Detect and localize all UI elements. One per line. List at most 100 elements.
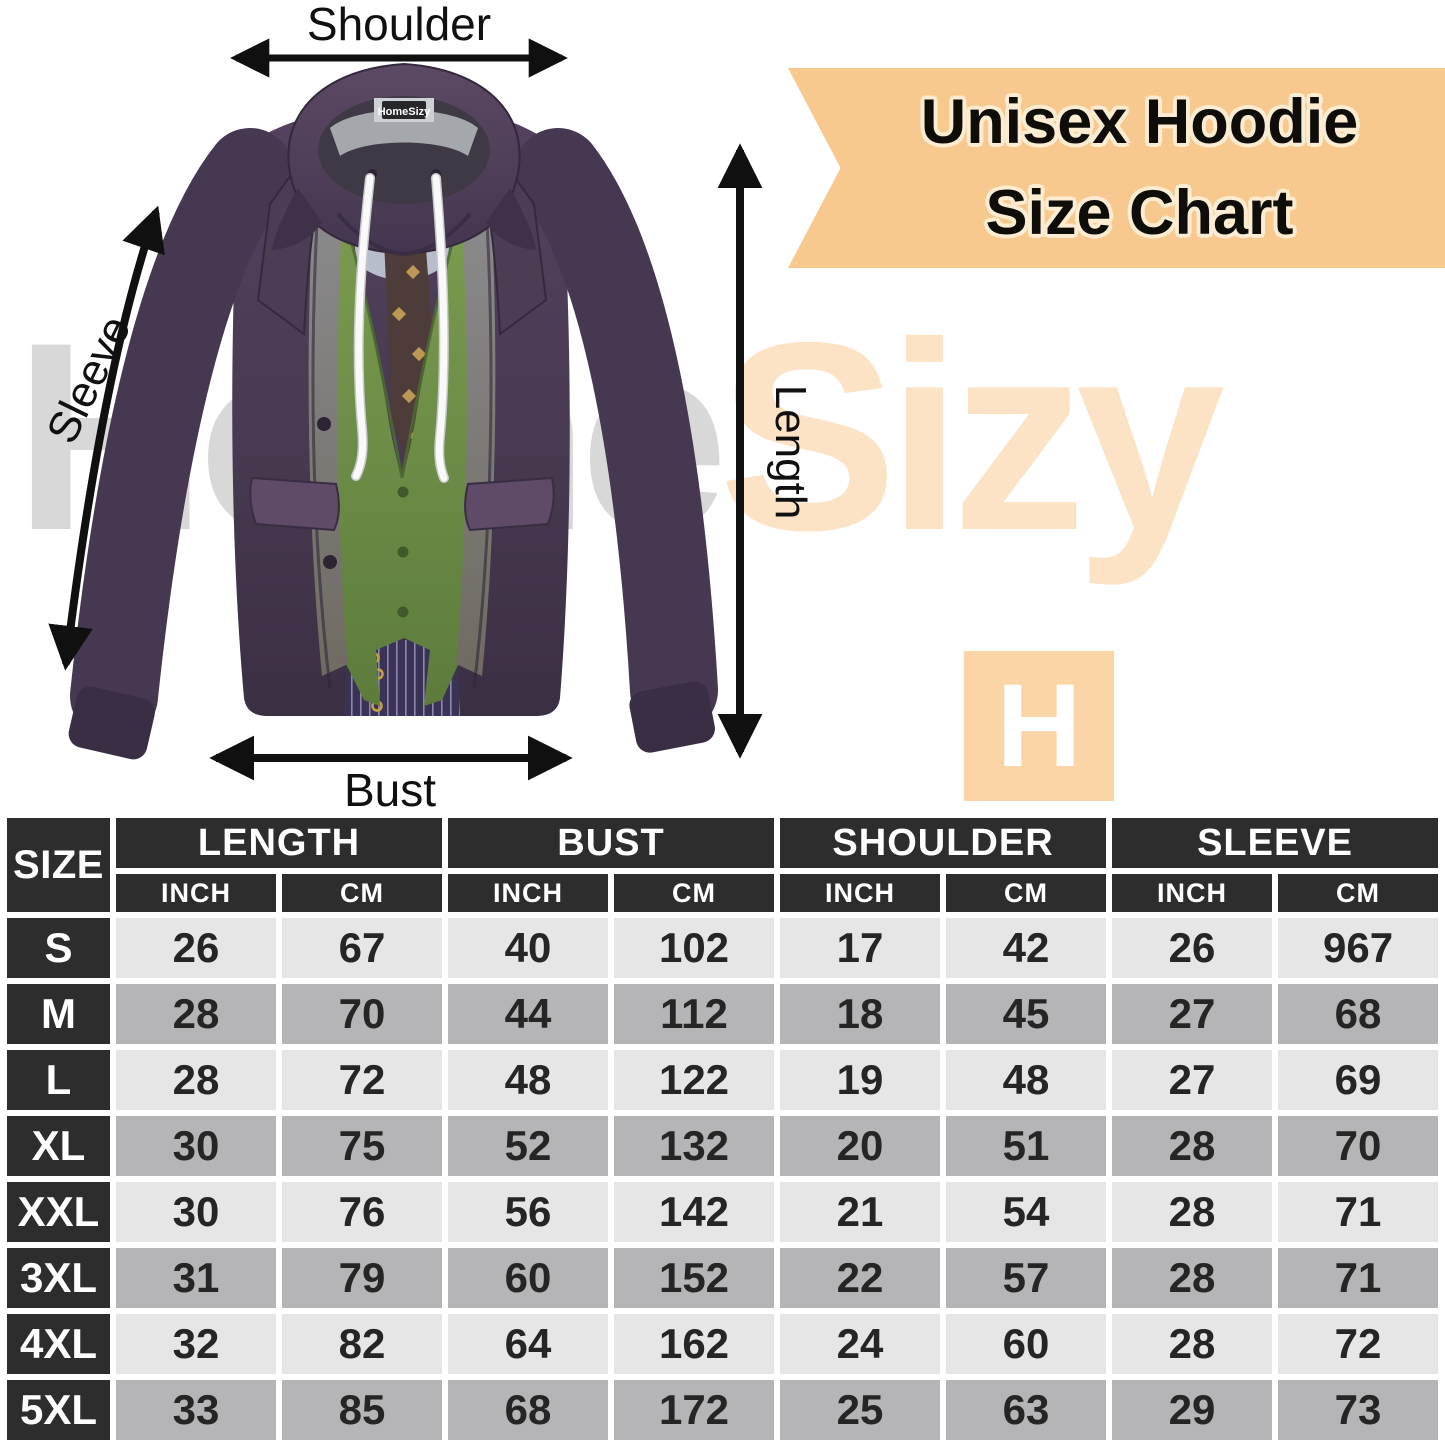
- hoodie-right-sleeve: [514, 128, 718, 734]
- collar-tag: [382, 101, 426, 119]
- measurement-cell: 48: [946, 1050, 1107, 1110]
- measurement-cell: 60: [448, 1248, 608, 1308]
- table-row: XXL 30 76 56 142 21 54 28 71: [7, 1182, 1439, 1242]
- measurement-cell: 64: [448, 1314, 608, 1374]
- measurement-cell: 25: [780, 1380, 941, 1440]
- length-label: Length: [766, 385, 810, 520]
- table-row: S 26 67 40 102 17 42 26 967: [7, 918, 1439, 978]
- right-pocket-flap: [464, 476, 555, 532]
- measurement-cell: 29: [1112, 1380, 1273, 1440]
- measurement-cell: 21: [780, 1182, 941, 1242]
- right-drawstring: [432, 174, 448, 482]
- measurement-cell: 17: [780, 918, 941, 978]
- hood: HomeSizy: [272, 62, 536, 256]
- banner-title-line2: Size Chart: [985, 178, 1294, 248]
- size-cell: M: [7, 984, 110, 1044]
- measurement-arrows: [48, 38, 763, 781]
- length-inch-header: INCH: [116, 874, 276, 912]
- measurement-cell: 67: [282, 918, 442, 978]
- size-cell: XXL: [7, 1182, 110, 1242]
- measurement-cell: 132: [614, 1116, 775, 1176]
- measurement-cell: 51: [946, 1116, 1107, 1176]
- measurement-cell: 27: [1112, 984, 1273, 1044]
- table-row: 4XL 32 82 64 162 24 60 28 72: [7, 1314, 1439, 1374]
- measurement-cell: 56: [448, 1182, 608, 1242]
- length-group-header: LENGTH: [116, 818, 442, 868]
- size-cell: 4XL: [7, 1314, 110, 1374]
- measurement-cell: 27: [1112, 1050, 1273, 1110]
- measurement-cell: 19: [780, 1050, 941, 1110]
- measurement-cell: 967: [1278, 918, 1439, 978]
- measurement-cell: 152: [614, 1248, 775, 1308]
- size-table: SIZE LENGTH BUST SHOULDER SLEEVE INCH CM…: [1, 812, 1444, 1445]
- drawstrings: [351, 173, 449, 483]
- measurement-cell: 71: [1278, 1182, 1439, 1242]
- measurement-cell: 70: [1278, 1116, 1439, 1176]
- length-cm-header: CM: [282, 874, 442, 912]
- inner-collar: [330, 110, 478, 156]
- shoulder-cm-header: CM: [946, 874, 1107, 912]
- measurement-cell: 70: [282, 984, 442, 1044]
- measurement-cell: 71: [1278, 1248, 1439, 1308]
- measurement-cell: 82: [282, 1314, 442, 1374]
- measurement-cell: 72: [1278, 1314, 1439, 1374]
- measurement-cell: 22: [780, 1248, 941, 1308]
- size-table-body: S 26 67 40 102 17 42 26 967 M 28 70 44 112 18 45 27 68 L 28…: [7, 918, 1439, 1440]
- measurement-cell: 24: [780, 1314, 941, 1374]
- size-chart-banner: Unisex Hoodie Size Chart: [788, 68, 1445, 268]
- left-cuff: [68, 686, 155, 760]
- measurement-cell: 57: [946, 1248, 1107, 1308]
- measurement-cell: 122: [614, 1050, 775, 1110]
- sleeve-inch-header: INCH: [1112, 874, 1273, 912]
- measurement-cell: 33: [116, 1380, 276, 1440]
- vest: [330, 198, 474, 706]
- jacket-button: [317, 417, 331, 431]
- measurement-cell: 30: [116, 1182, 276, 1242]
- measurement-cell: 72: [282, 1050, 442, 1110]
- measurement-cell: 54: [946, 1182, 1107, 1242]
- collar-tag-text: HomeSizy: [378, 106, 431, 118]
- measurement-cell: 30: [116, 1116, 276, 1176]
- measurement-cell: 31: [116, 1248, 276, 1308]
- measurement-cell: 172: [614, 1380, 775, 1440]
- sleeve-cm-header: CM: [1278, 874, 1439, 912]
- size-cell: 5XL: [7, 1380, 110, 1440]
- measurement-cell: 26: [1112, 918, 1273, 978]
- sleeve-arrow: [48, 205, 165, 671]
- measurement-cell: 79: [282, 1248, 442, 1308]
- size-table-header: SIZE LENGTH BUST SHOULDER SLEEVE INCH CM…: [7, 818, 1439, 912]
- bust-label: Bust: [344, 764, 436, 812]
- measurement-cell: 73: [1278, 1380, 1439, 1440]
- table-row: M 28 70 44 112 18 45 27 68: [7, 984, 1439, 1044]
- table-row: 5XL 33 85 68 172 25 63 29 73: [7, 1380, 1439, 1440]
- size-cell: 3XL: [7, 1248, 110, 1308]
- table-row: L 28 72 48 122 19 48 27 69: [7, 1050, 1439, 1110]
- size-cell: XL: [7, 1116, 110, 1176]
- measurement-cell: 40: [448, 918, 608, 978]
- measurement-cell: 28: [116, 984, 276, 1044]
- measurement-cell: 52: [448, 1116, 608, 1176]
- hoodie-illustration: HomeSizy Shoulder Sleeve Length Bust: [37, 0, 810, 812]
- measurement-cell: 76: [282, 1182, 442, 1242]
- measurement-cell: 60: [946, 1314, 1107, 1374]
- bust-cm-header: CM: [614, 874, 775, 912]
- measurement-cell: 68: [1278, 984, 1439, 1044]
- measurement-cell: 28: [1112, 1182, 1273, 1242]
- measurement-cell: 75: [282, 1116, 442, 1176]
- left-pocket-flap: [249, 476, 340, 532]
- left-drawstring: [352, 174, 374, 480]
- watermark-peach-text: Sizy: [718, 286, 1225, 586]
- bust-inch-header: INCH: [448, 874, 608, 912]
- shoulder-group-header: SHOULDER: [780, 818, 1107, 868]
- measurement-cell: 28: [1112, 1314, 1273, 1374]
- measurement-cell: 45: [946, 984, 1107, 1044]
- measurement-cell: 69: [1278, 1050, 1439, 1110]
- measurement-cell: 18: [780, 984, 941, 1044]
- measurement-cell: 26: [116, 918, 276, 978]
- right-cuff: [629, 681, 715, 753]
- measurement-cell: 142: [614, 1182, 775, 1242]
- measurement-cell: 48: [448, 1050, 608, 1110]
- sleeve-group-header: SLEEVE: [1112, 818, 1439, 868]
- measurement-cell: 44: [448, 984, 608, 1044]
